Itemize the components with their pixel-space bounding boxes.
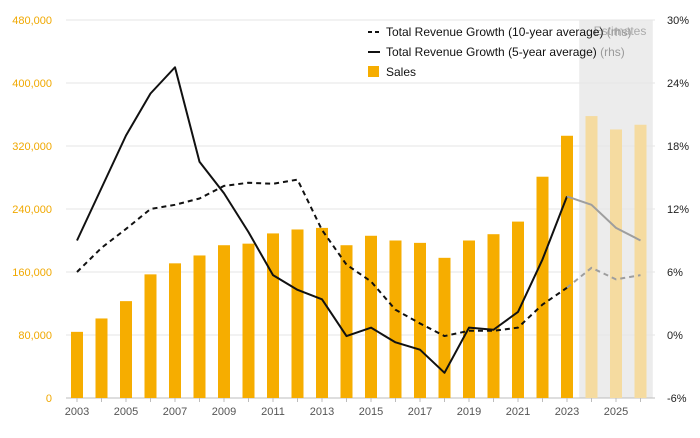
x-tick-label: 2019 (457, 406, 481, 418)
x-tick-label: 2021 (506, 406, 530, 418)
x-tick-label: 2005 (114, 406, 138, 418)
right-tick-label: 30% (667, 15, 689, 27)
left-tick-label: 480,000 (12, 15, 52, 27)
x-tick-label: 2003 (65, 406, 89, 418)
sales-bar (316, 227, 328, 398)
right-tick-label: 18% (667, 141, 689, 153)
sales-bar (463, 240, 475, 398)
legend-label: Sales (386, 65, 416, 79)
x-tick-label: 2009 (212, 406, 236, 418)
sales-bar (71, 331, 83, 398)
sales-bar (414, 242, 426, 398)
legend-axis-suffix: (rhs) (600, 45, 625, 59)
legend-series-name: Total Revenue Growth (5-year average) (386, 45, 600, 59)
left-tick-label: 400,000 (12, 78, 52, 90)
legend-bar-swatch (368, 66, 379, 77)
sales-bar (365, 235, 377, 398)
x-tick-label: 2007 (163, 406, 187, 418)
line-5yr-estimate (566, 195, 641, 242)
sales-bar (389, 240, 402, 398)
right-tick-label: 12% (667, 204, 689, 216)
sales-bar (634, 124, 647, 399)
estimates-label: Estimates (594, 24, 647, 38)
line-5yr-actual (76, 66, 568, 374)
x-tick-label: 2011 (261, 406, 285, 418)
right-tick-label: -6% (667, 393, 687, 405)
left-tick-label: 80,000 (18, 330, 52, 342)
x-tick-label: 2015 (359, 406, 383, 418)
legend-axis-suffix: (rhs) (607, 25, 632, 39)
line-10yr-estimate (566, 266, 641, 289)
sales-bar (340, 245, 353, 398)
legend-series-name: Total Revenue Growth (10-year average) (386, 25, 607, 39)
sales-bar (120, 301, 132, 398)
left-tick-label: 160,000 (12, 267, 52, 279)
sales-bar (561, 135, 573, 398)
sales-bar (267, 233, 279, 398)
legend-label: Total Revenue Growth (5-year average) (r… (386, 45, 625, 59)
right-tick-label: 0% (667, 330, 683, 342)
x-tick-label: 2023 (555, 406, 579, 418)
sales-bar (95, 318, 108, 398)
x-tick-label: 2013 (310, 406, 334, 418)
sales-bar (218, 245, 230, 398)
x-tick-label: 2017 (408, 406, 432, 418)
left-tick-label: 320,000 (12, 141, 52, 153)
legend-label: Total Revenue Growth (10-year average) (… (386, 25, 631, 39)
left-tick-label: 0 (46, 393, 52, 405)
x-tick-label: 2025 (604, 406, 628, 418)
right-tick-label: 24% (667, 78, 689, 90)
left-tick-label: 240,000 (12, 204, 52, 216)
sales-bar (242, 243, 255, 398)
sales-bar (585, 116, 598, 398)
sales-bar (438, 257, 451, 398)
sales-bar (610, 129, 622, 398)
sales-bar (169, 263, 181, 398)
sales-bar (144, 274, 157, 398)
sales-bar (291, 229, 304, 398)
sales-bar (487, 234, 500, 398)
sales-bar (193, 255, 206, 398)
right-tick-label: 6% (667, 267, 683, 279)
sales-bar (536, 176, 549, 398)
